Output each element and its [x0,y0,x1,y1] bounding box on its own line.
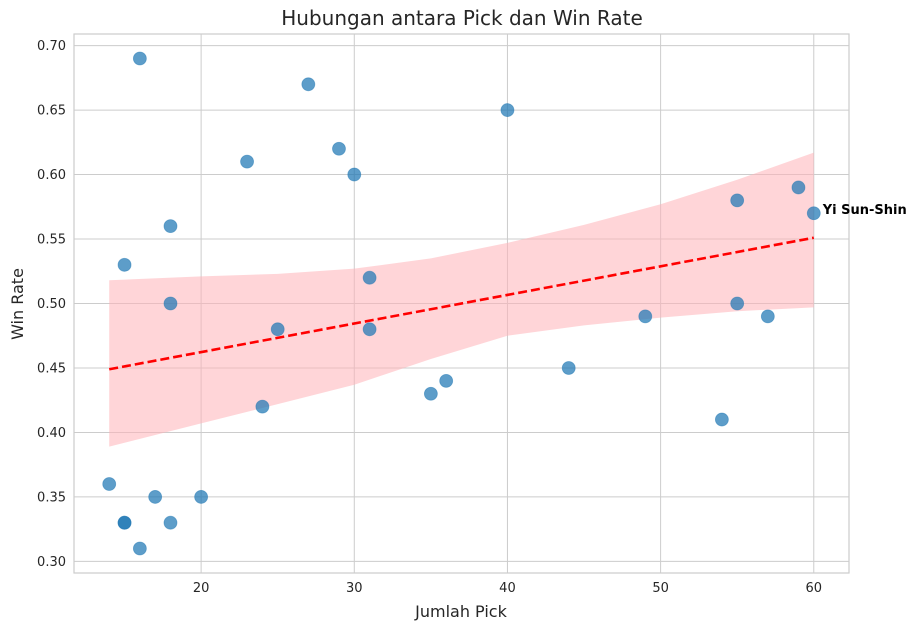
data-point [270,322,285,337]
y-tick-label: 0.30 [37,555,66,570]
x-tick-labels: 20 30 40 50 60 [193,581,822,596]
data-point [362,322,377,337]
data-point [194,490,209,504]
data-point [163,515,178,530]
data-point [561,361,576,375]
data-point [117,257,132,272]
data-point [332,141,346,156]
y-axis-label: Win Rate [8,268,27,340]
confidence-band [109,152,814,447]
y-tick-label: 0.35 [37,490,66,505]
regression-line-layer [108,236,815,371]
data-point [148,490,163,504]
y-tick-label: 0.65 [37,104,66,119]
x-axis-label: Jumlah Pick [414,602,507,621]
data-point [806,206,821,221]
data-point [730,193,745,208]
annotation-label: Yi Sun-Shin [822,203,907,218]
confidence-band-layer [109,152,814,447]
data-point [730,296,745,311]
data-point [500,103,515,117]
y-tick-label: 0.50 [37,297,66,312]
x-tick-label: 30 [346,581,363,596]
y-tick-label: 0.45 [37,361,66,376]
data-point [714,412,729,427]
data-point [102,477,117,491]
regression-line [108,236,815,371]
chart-title: Hubungan antara Pick dan Win Rate [281,6,643,30]
annotations: Yi Sun-Shin [822,203,907,218]
data-point [638,309,653,324]
y-tick-label: 0.55 [37,233,66,248]
data-point [423,386,438,401]
y-tick-label: 0.60 [37,168,66,183]
data-point [132,541,147,556]
x-tick-label: 60 [805,581,822,596]
data-point [255,399,270,414]
y-tick-label: 0.40 [37,426,66,441]
data-point [362,270,377,285]
plot-frame [73,33,850,574]
x-tick-label: 50 [652,581,669,596]
data-point [163,219,178,234]
y-tick-label: 0.70 [37,39,66,54]
data-point [791,180,806,195]
data-point [760,309,775,324]
x-tick-label: 20 [193,581,210,596]
data-point [301,77,316,92]
data-points [102,51,821,556]
data-point [132,51,147,66]
y-tick-labels: 0.30 0.35 0.40 0.45 0.50 0.55 0.60 0.65 0.70 [37,39,66,570]
data-point [240,154,254,169]
x-tick-label: 40 [499,581,516,596]
data-point [117,515,132,530]
data-point [347,167,362,182]
data-point [439,373,454,388]
data-point [163,296,178,311]
